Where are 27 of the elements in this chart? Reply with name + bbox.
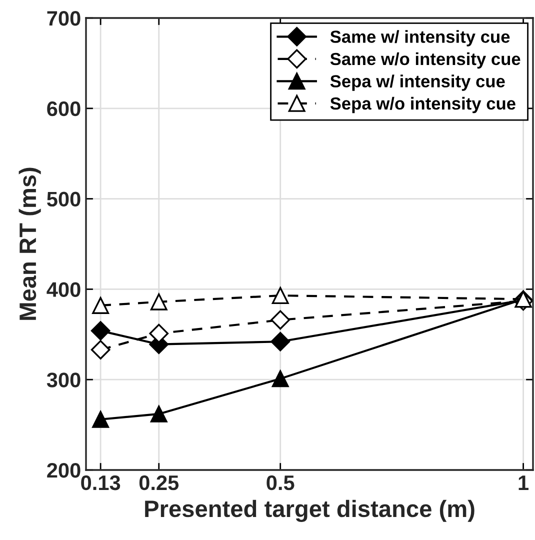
point: [150, 405, 168, 422]
point: [270, 332, 290, 352]
y-tick-label: 600: [47, 101, 80, 116]
point: [92, 297, 110, 314]
y-tick-label: 200: [47, 463, 80, 478]
point: [272, 370, 289, 388]
point: [92, 410, 110, 428]
y-tick-label: 700: [47, 11, 80, 26]
x-axis-title: Presented target distance (m): [145, 500, 474, 522]
point: [90, 340, 110, 360]
x-tick-label: 0.5: [266, 475, 294, 490]
point: [272, 287, 289, 304]
point: [90, 321, 110, 340]
legend-label: Same w/ intensity cue: [330, 30, 510, 46]
legend-label: Same w/o intensity cue: [330, 52, 520, 69]
legend-label: Sepa w/o intensity cue: [330, 96, 516, 114]
y-axis-title: Mean RT (ms): [18, 168, 41, 320]
legend-label: Sepa w/ intensity cue: [330, 74, 505, 91]
point: [149, 324, 169, 344]
y-tick-label: 500: [47, 192, 80, 207]
y-tick-label: 400: [46, 282, 80, 297]
y-tick-label: 300: [46, 372, 80, 388]
point: [270, 310, 290, 330]
x-tick-label: 0.13: [81, 475, 120, 490]
x-tick-label: 0.25: [139, 475, 179, 490]
x-tick-label: 1: [518, 476, 528, 490]
point: [150, 293, 168, 310]
